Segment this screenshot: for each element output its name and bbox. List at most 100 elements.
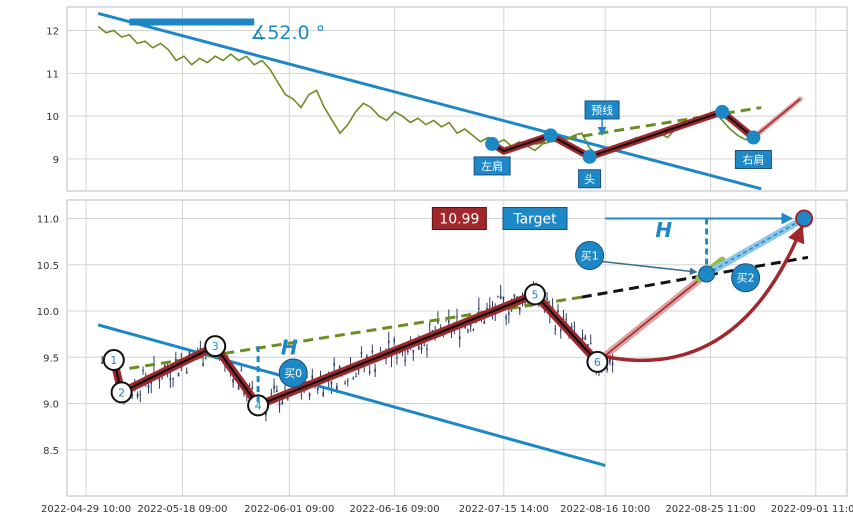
bottom-pivot-label-0: 1 <box>110 354 117 367</box>
bottom-y-tick-1: 9.0 <box>43 400 59 411</box>
candle-body <box>136 393 139 397</box>
candle-body <box>508 312 510 315</box>
bottom-target-box <box>502 207 568 230</box>
candle-body <box>516 296 518 298</box>
candle-body <box>437 321 439 324</box>
candle-body <box>352 378 355 380</box>
candle-body <box>387 340 390 343</box>
bottom-proj-second-core <box>706 217 805 275</box>
candle-body <box>456 316 458 318</box>
bottom-curved-arrow <box>601 224 805 363</box>
candle-body <box>393 339 396 342</box>
candle-body <box>570 326 573 329</box>
candle-body <box>355 376 357 378</box>
candle-body <box>371 350 374 353</box>
candle-body <box>172 377 174 380</box>
candle-body <box>270 393 273 395</box>
candle-body <box>202 363 204 367</box>
bottom-pivot-label-2: 3 <box>212 340 219 353</box>
top-y-tick-1: 10 <box>46 112 59 123</box>
candle-body <box>589 343 592 345</box>
candle-body <box>316 388 319 391</box>
candle-body <box>360 352 363 354</box>
bottom-buy2-label: 买2 <box>737 272 755 285</box>
bottom-trend-line <box>97 323 606 467</box>
candle-body <box>188 351 191 356</box>
candle-body <box>464 325 466 329</box>
bottom-x-tick-6: 2022-08-25 11:00 <box>665 504 755 515</box>
bottom-pivot-label-3: 4 <box>255 399 262 412</box>
candle-body <box>469 324 472 327</box>
bottom-h-label: H <box>655 218 672 242</box>
bottom-target-label: Target <box>512 212 557 228</box>
top-point-label-box-2 <box>578 169 602 189</box>
bottom-y-ticks: 8.5 9.0 9.5 10.0 10.5 11.0 <box>37 215 59 457</box>
top-point-0 <box>485 136 500 151</box>
candle-body <box>205 358 207 360</box>
candle-body <box>557 309 559 313</box>
candle-body <box>308 392 311 397</box>
bottom-buy0-circle <box>278 358 308 388</box>
candle-body <box>505 316 507 320</box>
bottom-target-value: 10.99 <box>439 212 479 228</box>
candle-body <box>185 371 188 374</box>
candle-body <box>483 321 486 324</box>
candle-body <box>587 344 589 346</box>
bottom-x-tick-1: 2022-05-18 09:00 <box>137 504 227 515</box>
top-y-tick-0: 9 <box>53 155 59 166</box>
top-point-label-4: 右肩 <box>742 153 764 167</box>
bottom-pivot-4 <box>524 283 546 306</box>
candle-body <box>139 393 142 395</box>
candle-body <box>606 367 608 371</box>
top-y-ticks: 9 10 11 12 <box>46 27 59 166</box>
candle-body <box>311 375 314 379</box>
candle-body <box>407 350 409 353</box>
bottom-panel: 8.59.09.510.010.511.0 2022-04-29 10:00 20… <box>37 199 853 515</box>
bottom-buy1-circle <box>575 241 605 270</box>
candle-body <box>390 355 393 358</box>
top-point-3 <box>715 104 730 119</box>
bottom-neckline <box>129 295 583 370</box>
bottom-y-tick-3: 10.0 <box>37 307 59 318</box>
candle-body <box>322 392 325 396</box>
top-content: ∡52.0 ° 左肩头 右肩 预线 <box>97 11 803 191</box>
bottom-x-tick-5: 2022-08-16 10:00 <box>560 504 650 515</box>
bottom-pivot-5 <box>586 350 609 373</box>
candle-body <box>161 378 163 380</box>
top-point-2 <box>582 149 597 164</box>
top-point-1 <box>543 128 558 143</box>
candle-body <box>554 328 557 330</box>
candle-body <box>232 378 234 383</box>
candle-body <box>251 387 254 390</box>
candle-body <box>565 318 567 320</box>
candle-body <box>243 392 245 395</box>
top-point-4 <box>746 130 761 145</box>
top-panel: 9 10 11 12 ∡52.0 ° 左肩头 右肩 预线 <box>46 6 848 192</box>
candle-body <box>199 347 202 349</box>
bottom-buy1-point <box>698 265 716 283</box>
candle-body <box>147 385 150 388</box>
candle-body <box>497 295 499 297</box>
top-point-label-box-4 <box>734 150 772 170</box>
top-trend-line <box>97 11 762 191</box>
top-point-label-2: 头 <box>584 173 595 186</box>
bottom-buy1-label: 买1 <box>581 250 599 263</box>
top-y-tick-2: 11 <box>46 69 59 80</box>
bottom-black-extension <box>581 255 809 299</box>
bottom-x-tick-2: 2022-06-01 09:00 <box>244 504 334 515</box>
candle-body <box>584 336 587 341</box>
candle-body <box>265 411 267 416</box>
top-angle-label: ∡52.0 ° <box>250 22 325 44</box>
top-plot-frame <box>66 6 848 192</box>
candle-body <box>499 295 502 300</box>
bottom-h-small-label: H <box>281 335 298 359</box>
top-callout-box <box>584 100 620 120</box>
candle-body <box>273 385 275 389</box>
candle-body <box>374 368 376 372</box>
candle-body <box>423 345 426 347</box>
candle-body <box>158 379 161 382</box>
bottom-y-tick-4: 10.5 <box>37 261 59 272</box>
candle-body <box>486 307 488 311</box>
candle-body <box>347 380 349 382</box>
